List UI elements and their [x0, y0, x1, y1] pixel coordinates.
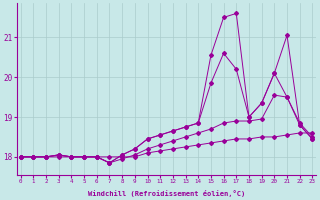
- X-axis label: Windchill (Refroidissement éolien,°C): Windchill (Refroidissement éolien,°C): [88, 190, 245, 197]
